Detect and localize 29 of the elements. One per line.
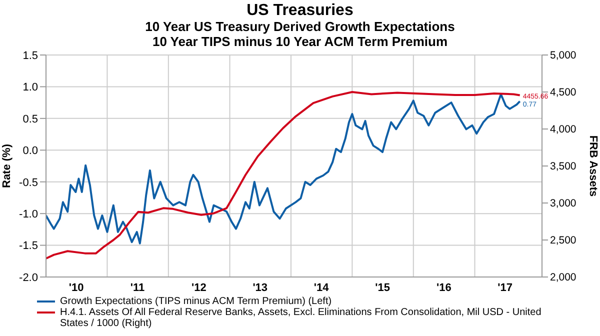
x-tick-label: '17 (498, 282, 513, 294)
x-tick-label: '12 (191, 282, 206, 294)
y2-tick-label: 5,000 (550, 50, 576, 62)
y-tick-label: -1.0 (19, 208, 38, 220)
x-tick-label: '13 (252, 282, 268, 294)
x-tick-label: '16 (436, 282, 452, 294)
y2-tick-label: 3,000 (550, 198, 576, 210)
legend-label: Growth Expectations (TIPS minus ACM Term Premium) (Left) (60, 296, 332, 307)
legend-label: H.4.1. Assets Of All Federal Reserve Banks, Assets, Excl. Eliminations From Consolidation, Mil USD - United States / 1000 (Right) (60, 307, 542, 329)
y2-tick-label: 2,000 (550, 272, 576, 284)
chart-title: US Treasuries (246, 2, 354, 19)
y2-axis-title: FRB Assets (587, 135, 600, 197)
chart-subtitle: 10 Year US Treasury Derived Growth Expectations 10 Year TIPS minus 10 Year ACM Term Premium (144, 19, 456, 49)
y2-tick-label: 2,500 (550, 234, 576, 247)
y-tick-label: 1.5 (22, 50, 38, 62)
x-tick-label: '15 (375, 282, 390, 294)
y-axis-title: Rate (%) (0, 144, 13, 188)
x-tick-label: '11 (130, 282, 145, 294)
y-tick-label: -1.5 (19, 240, 38, 252)
y2-tick-label: 3,500 (550, 160, 576, 173)
y-tick-label: 0.0 (22, 145, 38, 158)
y2-tick-label: 4,500 (550, 86, 576, 99)
y2-tick-label: 4,000 (550, 124, 576, 136)
y-tick-label: 1.0 (22, 82, 38, 94)
y-tick-label: -0.5 (19, 176, 38, 189)
x-tick-label: '14 (314, 282, 330, 294)
y-tick-label: -2.0 (19, 272, 38, 284)
y-tick-label: 0.5 (22, 113, 38, 126)
x-tick-label: '10 (68, 282, 84, 294)
